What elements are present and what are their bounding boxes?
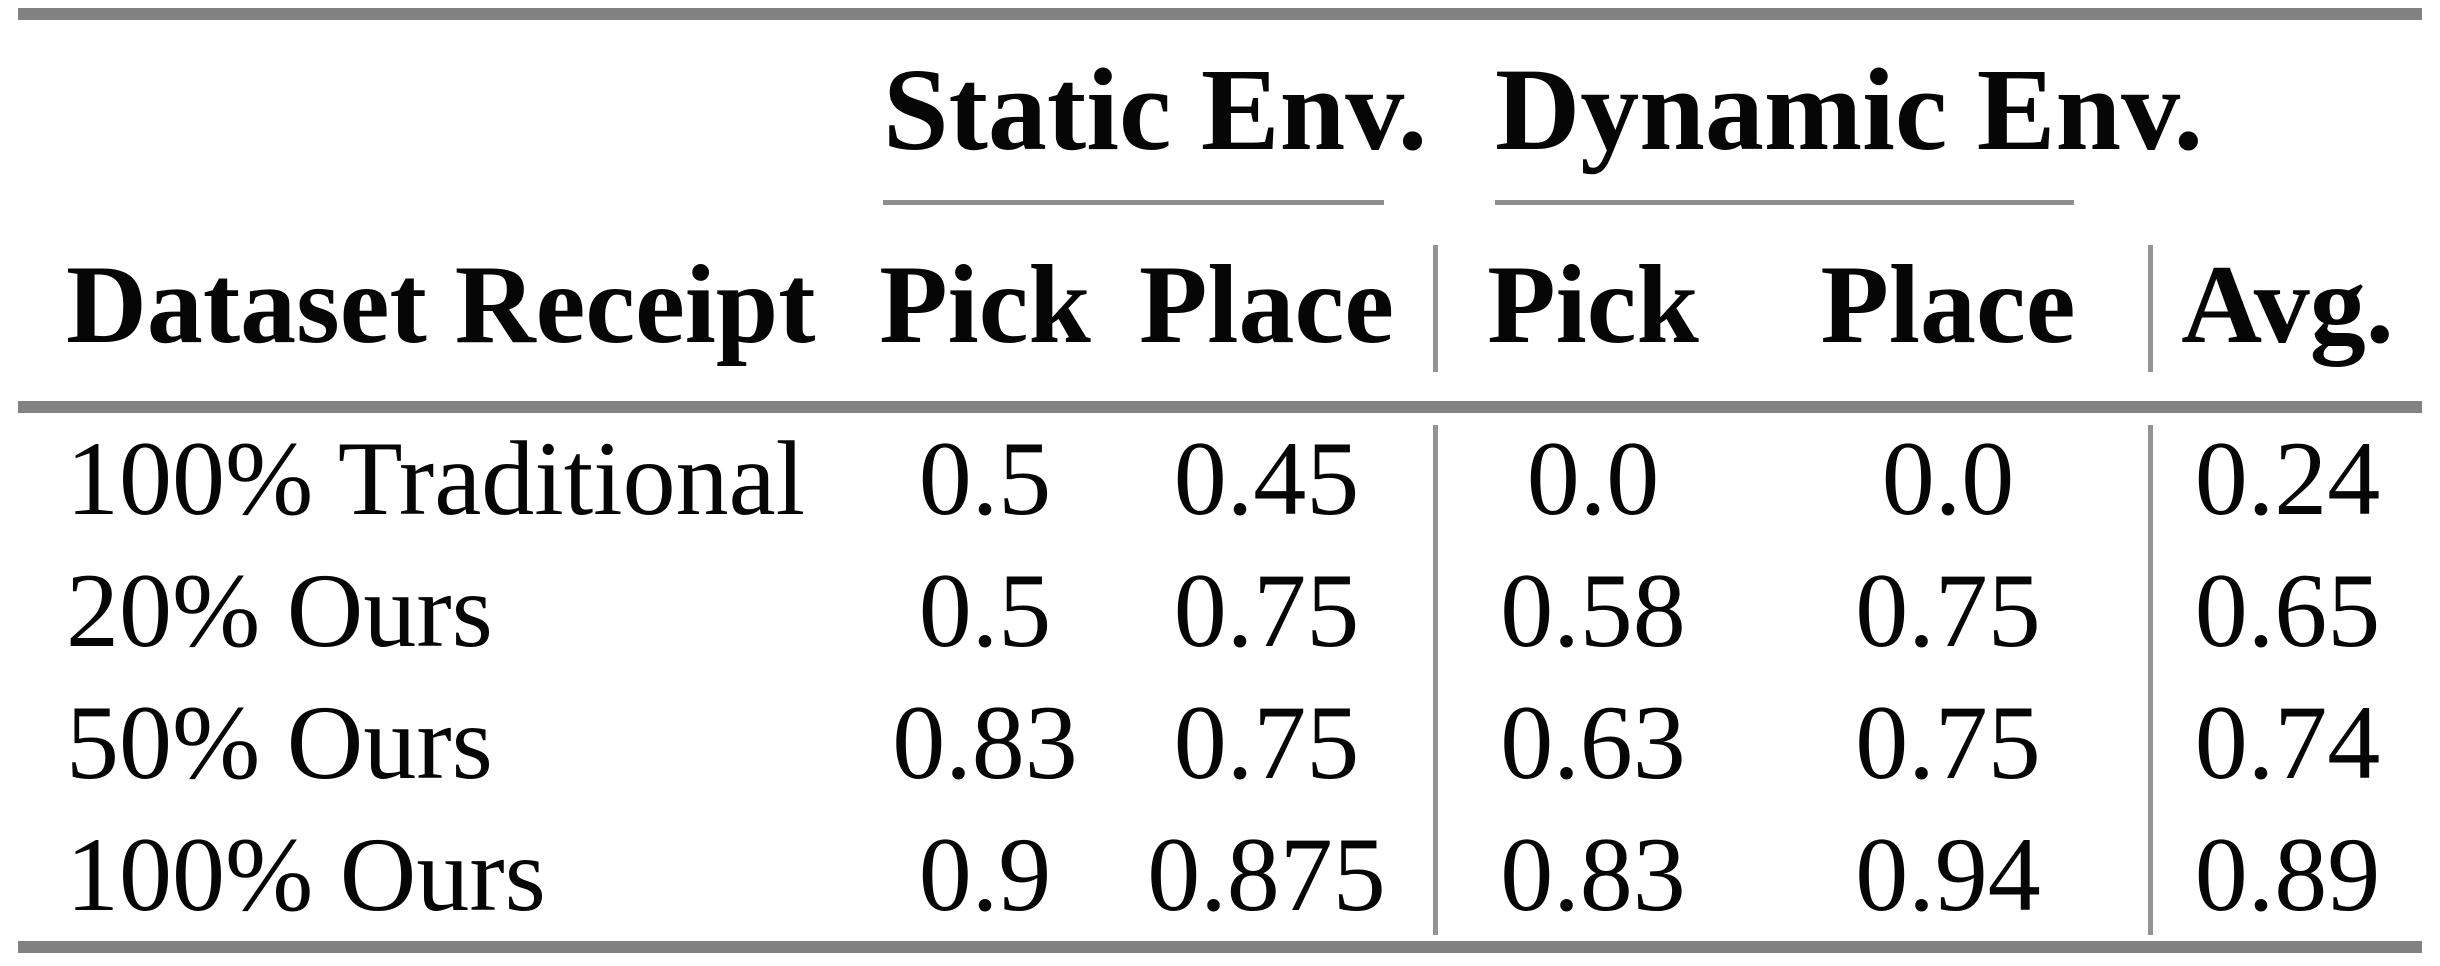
cell-avg: 0.24: [2194, 420, 2381, 537]
header-static-pick: Pick: [879, 243, 1091, 367]
header-dynamic-place: Place: [1820, 243, 2076, 367]
table-row: 100% Ours 0.9 0.875 0.83 0.94 0.89: [0, 809, 2440, 941]
table-bottom-rule: [18, 941, 2422, 953]
cell-static-place: 0.75: [1173, 552, 1360, 669]
cell-static-pick: 0.5: [918, 420, 1052, 537]
cell-dynamic-place: 0.94: [1855, 816, 2041, 933]
static-env-cmidrule: [883, 200, 1384, 205]
table-row: 20% Ours 0.5 0.75 0.58 0.75 0.65: [0, 545, 2440, 677]
cell-avg: 0.89: [2194, 816, 2381, 933]
cell-static-pick: 0.9: [918, 816, 1052, 933]
header-avg: Avg.: [2181, 243, 2394, 367]
cell-static-place: 0.75: [1173, 684, 1360, 801]
table-header-rule: [18, 401, 2422, 413]
cell-static-place: 0.875: [1147, 816, 1386, 933]
cell-avg: 0.74: [2194, 684, 2381, 801]
table-row: 50% Ours 0.83 0.75 0.63 0.75 0.74: [0, 677, 2440, 809]
cell-static-place: 0.45: [1173, 420, 1360, 537]
table-top-rule: [18, 8, 2422, 20]
row-label: 100% Traditional: [66, 420, 806, 537]
cell-dynamic-pick: 0.63: [1500, 684, 1686, 801]
cell-avg: 0.65: [2194, 552, 2381, 669]
row-label: 50% Ours: [66, 684, 493, 801]
header-static-place: Place: [1139, 243, 1394, 367]
cell-static-pick: 0.83: [892, 684, 1078, 801]
column-group-static-env: Static Env.: [883, 44, 1428, 175]
cell-dynamic-place: 0.75: [1855, 552, 2041, 669]
dynamic-env-cmidrule: [1495, 200, 2074, 205]
table-row: 100% Traditional 0.5 0.45 0.0 0.0 0.24: [0, 413, 2440, 545]
vertical-rule-dynamic-avg-header: [2148, 245, 2153, 372]
vertical-rule-static-dynamic-header: [1433, 245, 1438, 372]
vertical-rule-static-dynamic-body: [1433, 425, 1438, 935]
header-dynamic-pick: Pick: [1487, 243, 1699, 367]
column-group-dynamic-env: Dynamic Env.: [1495, 44, 2204, 175]
row-label: 20% Ours: [66, 552, 493, 669]
cell-dynamic-pick: 0.83: [1500, 816, 1686, 933]
row-label: 100% Ours: [66, 816, 546, 933]
cell-static-pick: 0.5: [918, 552, 1052, 669]
cell-dynamic-pick: 0.0: [1526, 420, 1660, 537]
cell-dynamic-pick: 0.58: [1500, 552, 1686, 669]
cell-dynamic-place: 0.0: [1881, 420, 2015, 537]
cell-dynamic-place: 0.75: [1855, 684, 2041, 801]
vertical-rule-dynamic-avg-body: [2148, 425, 2153, 935]
header-dataset-receipt: Dataset Receipt: [66, 243, 816, 367]
